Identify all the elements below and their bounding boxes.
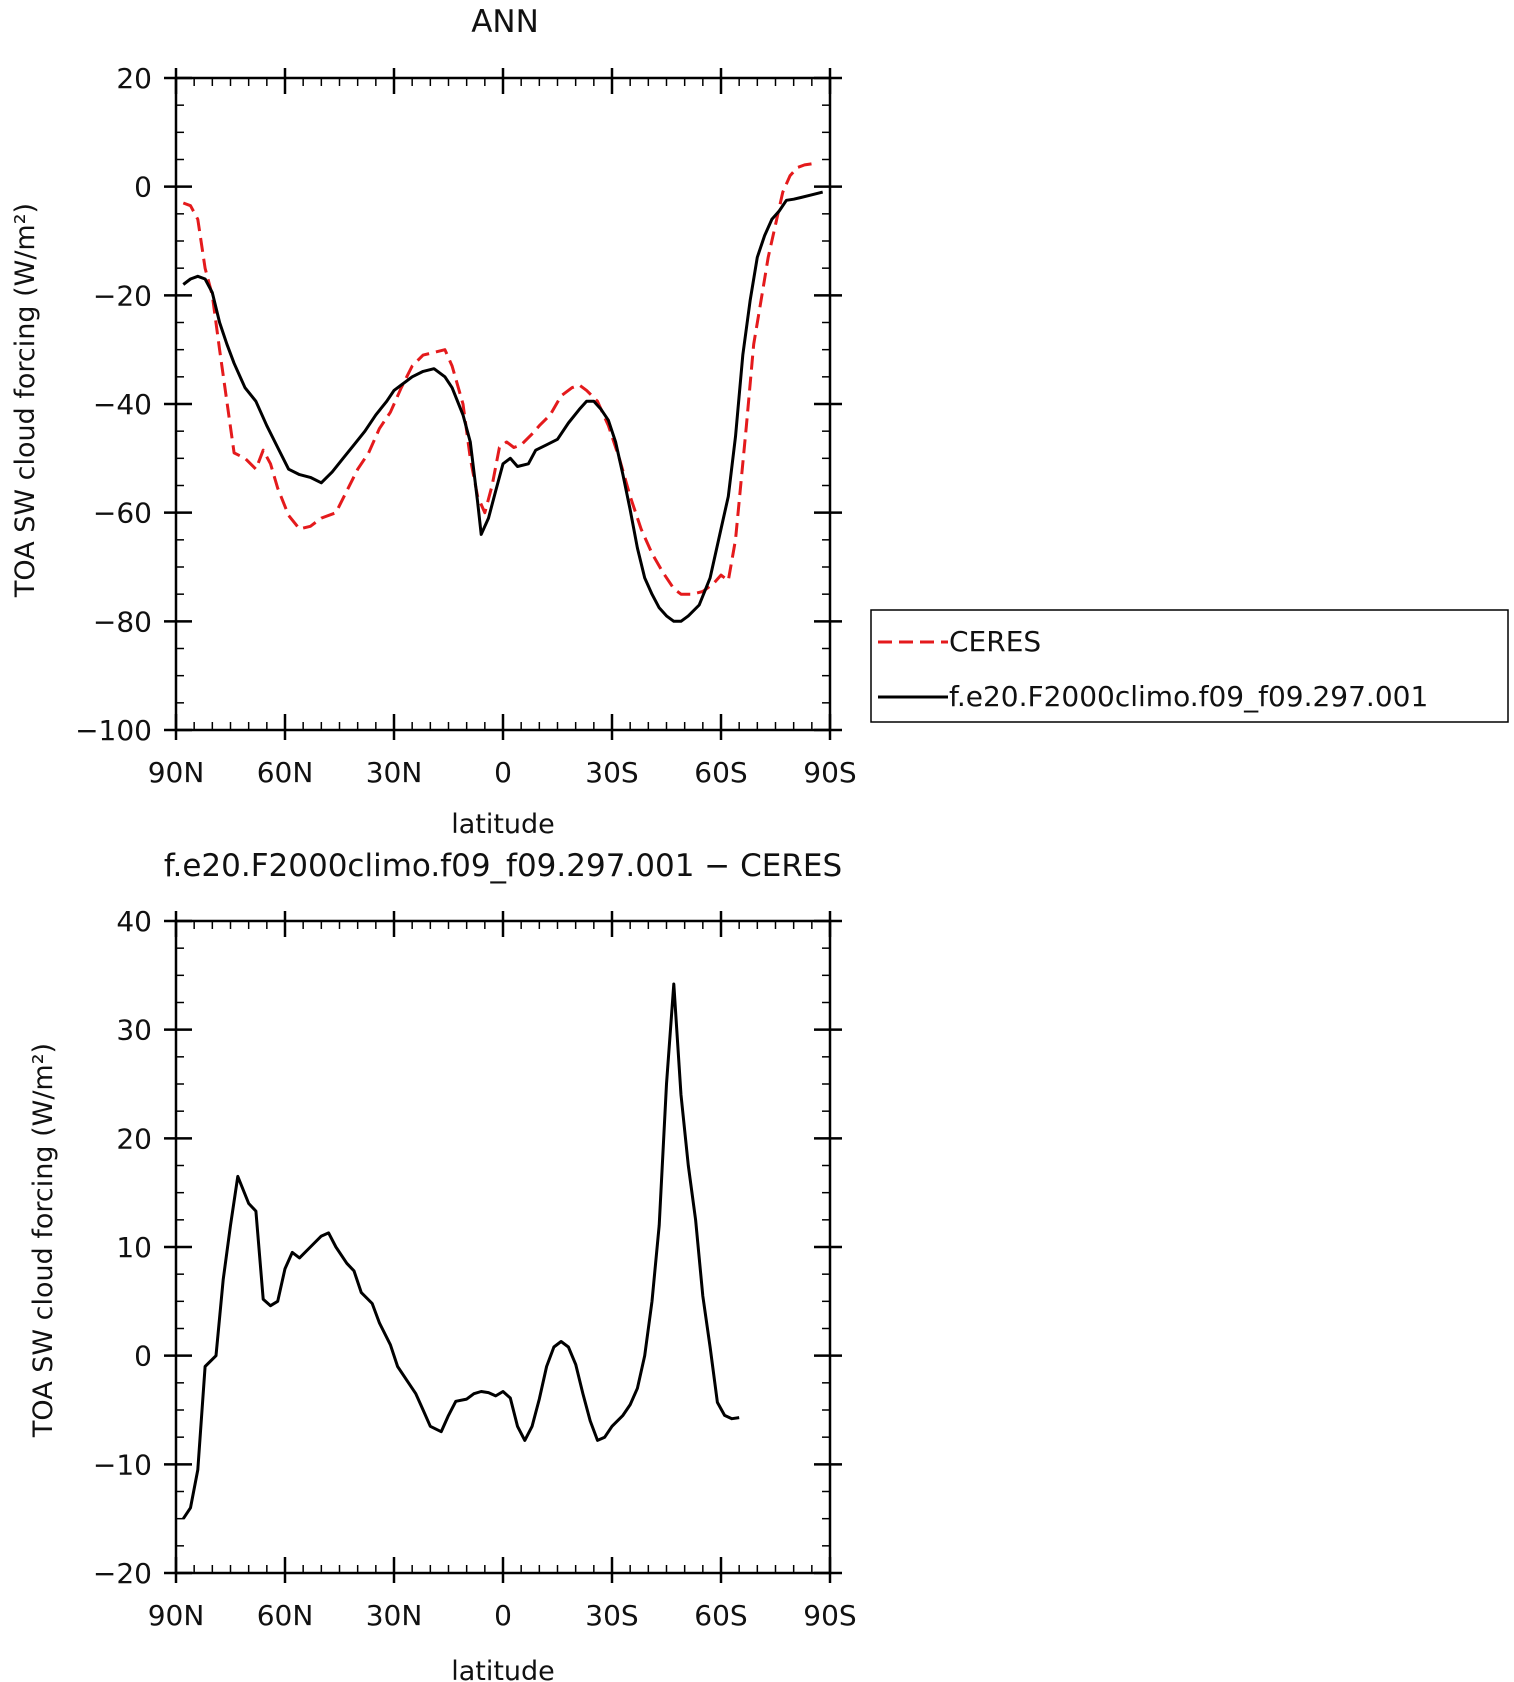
y-tick-label: 20 bbox=[116, 62, 152, 95]
bottom-panel-ylabel: TOA SW cloud forcing (W/m²) bbox=[28, 1043, 59, 1438]
y-tick-label: −100 bbox=[75, 714, 152, 747]
top-panel-xlabel: latitude bbox=[451, 809, 555, 840]
x-tick-label: 0 bbox=[494, 1599, 512, 1632]
x-tick-label: 90S bbox=[803, 1599, 856, 1632]
series-line-0 bbox=[182, 162, 813, 596]
series-line-0 bbox=[182, 982, 740, 1520]
y-tick-label: 20 bbox=[116, 1122, 152, 1155]
bottom-panel: f.e20.F2000climo.f09_f09.297.001 − CERES… bbox=[28, 848, 857, 1682]
x-tick-label: 30S bbox=[585, 756, 638, 789]
series-line-1 bbox=[182, 190, 824, 623]
y-tick-label: −80 bbox=[93, 605, 152, 638]
x-tick-label: 60N bbox=[257, 756, 314, 789]
legend-label-model: f.e20.F2000climo.f09_f09.297.001 bbox=[949, 680, 1428, 713]
bottom-panel-xlabel: latitude bbox=[451, 1656, 555, 1682]
x-tick-label: 60S bbox=[694, 1599, 747, 1632]
x-tick-label: 30S bbox=[585, 1599, 638, 1632]
x-tick-label: 60N bbox=[257, 1599, 314, 1632]
y-tick-label: 0 bbox=[134, 171, 152, 204]
y-tick-label: 40 bbox=[116, 905, 152, 938]
y-tick-label: −20 bbox=[93, 279, 152, 312]
y-tick-label: −20 bbox=[93, 1557, 152, 1590]
y-tick-label: 0 bbox=[134, 1340, 152, 1373]
legend-box bbox=[870, 609, 1509, 723]
x-tick-label: 90N bbox=[148, 1599, 205, 1632]
legend: CERES f.e20.F2000climo.f09_f09.297.001 bbox=[870, 609, 1509, 723]
x-tick-label: 60S bbox=[694, 756, 747, 789]
y-tick-label: −40 bbox=[93, 388, 152, 421]
x-tick-label: 90N bbox=[148, 756, 205, 789]
top-panel-title: ANN bbox=[471, 4, 539, 40]
y-tick-label: −60 bbox=[93, 497, 152, 530]
x-tick-label: 0 bbox=[494, 756, 512, 789]
x-tick-label: 30N bbox=[366, 756, 423, 789]
bottom-panel-title: f.e20.F2000climo.f09_f09.297.001 − CERES bbox=[164, 848, 842, 884]
top-panel: ANN latitude TOA SW cloud forcing (W/m²)… bbox=[10, 4, 857, 840]
y-tick-label: −10 bbox=[93, 1448, 152, 1481]
legend-label-ceres: CERES bbox=[949, 625, 1041, 658]
y-tick-label: 10 bbox=[116, 1231, 152, 1264]
y-tick-label: 30 bbox=[116, 1014, 152, 1047]
x-tick-label: 90S bbox=[803, 756, 856, 789]
x-tick-label: 30N bbox=[366, 1599, 423, 1632]
top-panel-ylabel: TOA SW cloud forcing (W/m²) bbox=[10, 203, 41, 598]
